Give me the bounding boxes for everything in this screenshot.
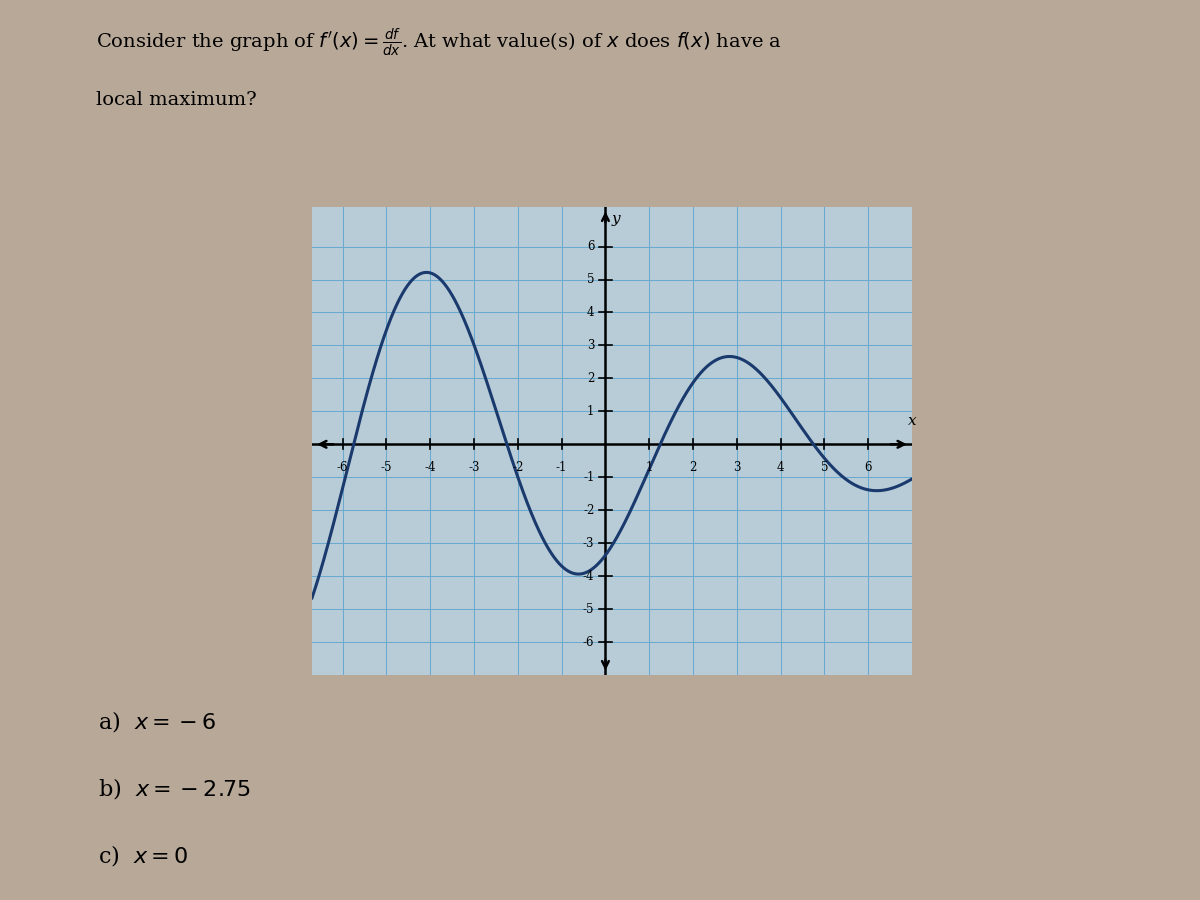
Text: -1: -1 (556, 461, 568, 473)
Text: 2: 2 (689, 461, 697, 473)
Text: 3: 3 (587, 339, 594, 352)
Text: -2: -2 (512, 461, 523, 473)
Text: 6: 6 (587, 240, 594, 253)
Text: -4: -4 (425, 461, 436, 473)
Text: c)  $x = 0$: c) $x = 0$ (98, 843, 188, 868)
Text: 4: 4 (776, 461, 785, 473)
Text: 5: 5 (821, 461, 828, 473)
Text: b)  $x = -2.75$: b) $x = -2.75$ (98, 776, 251, 801)
Text: 3: 3 (733, 461, 740, 473)
Text: -3: -3 (468, 461, 480, 473)
Text: 6: 6 (864, 461, 872, 473)
Text: 1: 1 (587, 405, 594, 418)
Text: x: x (907, 414, 917, 427)
Text: 2: 2 (587, 372, 594, 385)
Text: a)  $x = -6$: a) $x = -6$ (98, 709, 217, 734)
Text: local maximum?: local maximum? (96, 92, 257, 110)
Text: -5: -5 (380, 461, 392, 473)
Text: -3: -3 (583, 536, 594, 550)
Text: -5: -5 (583, 603, 594, 616)
Text: Consider the graph of $f'(x) = \frac{df}{dx}$. At what value(s) of $x$ does $f(x: Consider the graph of $f'(x) = \frac{df}… (96, 27, 782, 59)
Text: -1: -1 (583, 471, 594, 484)
Text: y: y (612, 212, 620, 226)
Text: -2: -2 (583, 504, 594, 517)
Text: 1: 1 (646, 461, 653, 473)
Text: -6: -6 (583, 635, 594, 649)
Text: -6: -6 (337, 461, 348, 473)
Text: 5: 5 (587, 273, 594, 286)
Text: -4: -4 (583, 570, 594, 582)
Text: 4: 4 (587, 306, 594, 319)
